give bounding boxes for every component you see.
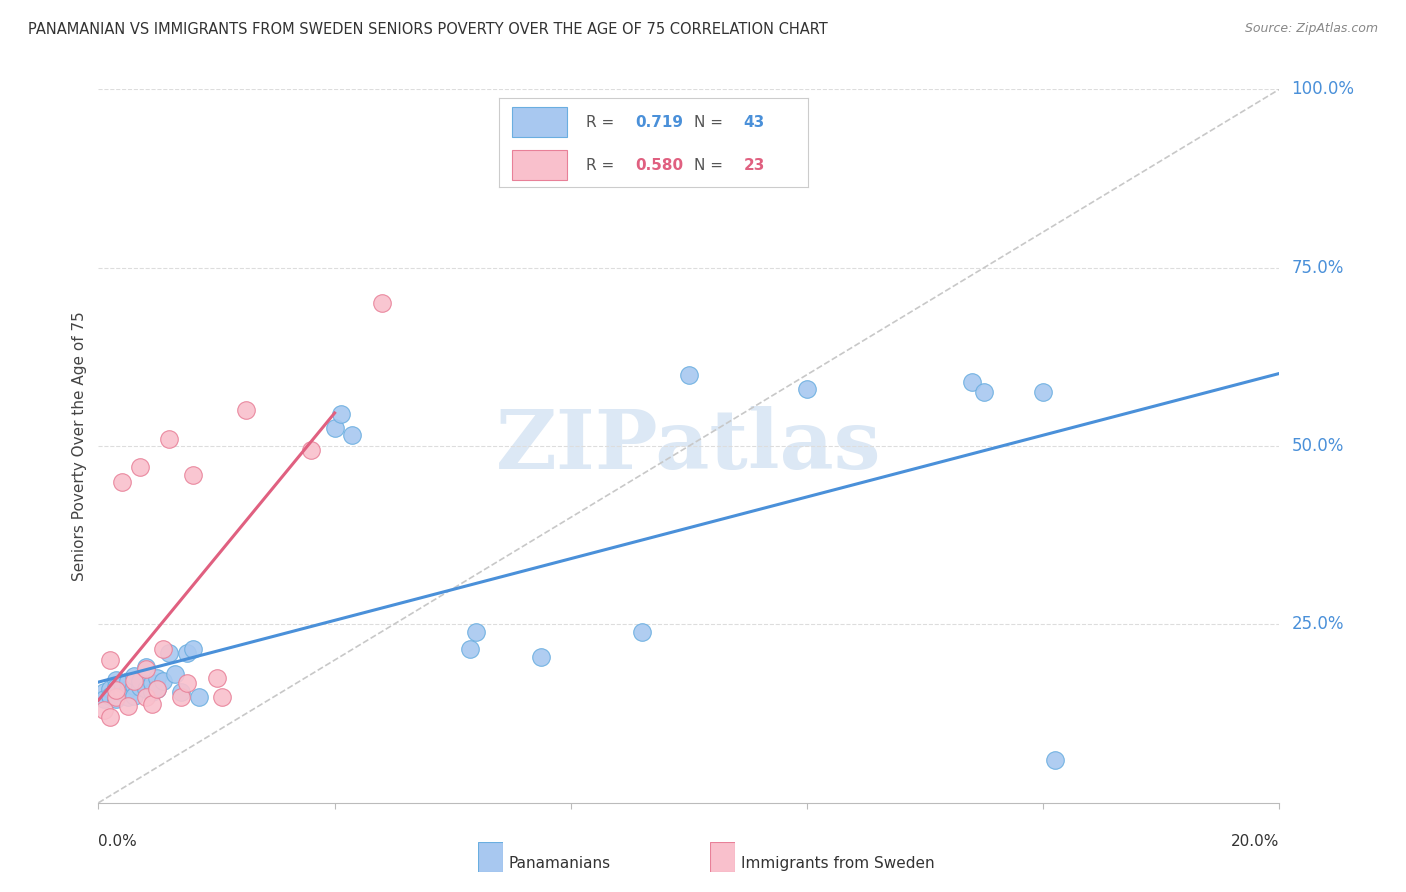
FancyBboxPatch shape — [512, 107, 567, 137]
Point — [323, 421, 346, 435]
Point — [117, 690, 139, 705]
Point — [165, 667, 187, 681]
Point — [460, 642, 482, 657]
Text: R =: R = — [586, 115, 619, 129]
Text: 0.580: 0.580 — [636, 158, 683, 172]
Text: R =: R = — [586, 158, 619, 172]
Text: 25.0%: 25.0% — [1291, 615, 1344, 633]
Point — [530, 649, 553, 664]
Point — [170, 690, 193, 705]
Point — [98, 681, 121, 696]
FancyBboxPatch shape — [512, 150, 567, 180]
Point — [117, 681, 139, 696]
Point — [93, 685, 115, 699]
Point — [146, 681, 169, 696]
Point — [342, 428, 364, 442]
Point — [329, 407, 352, 421]
Point — [157, 646, 180, 660]
Text: 75.0%: 75.0% — [1291, 259, 1344, 277]
Point — [98, 710, 121, 724]
Text: N =: N = — [695, 158, 728, 172]
Point — [105, 680, 128, 694]
Point — [299, 442, 322, 457]
Text: Source: ZipAtlas.com: Source: ZipAtlas.com — [1244, 22, 1378, 36]
Point — [371, 296, 394, 310]
Point — [122, 689, 145, 703]
Point — [122, 669, 145, 683]
Point — [98, 689, 121, 703]
Point — [111, 475, 134, 489]
Point — [93, 692, 115, 706]
Point — [105, 690, 128, 705]
Text: PANAMANIAN VS IMMIGRANTS FROM SWEDEN SENIORS POVERTY OVER THE AGE OF 75 CORRELAT: PANAMANIAN VS IMMIGRANTS FROM SWEDEN SEN… — [28, 22, 828, 37]
Point — [141, 676, 163, 690]
Text: Immigrants from Sweden: Immigrants from Sweden — [741, 856, 935, 871]
Text: 0.0%: 0.0% — [98, 834, 138, 849]
Text: ZIPatlas: ZIPatlas — [496, 406, 882, 486]
Point — [181, 642, 204, 657]
Point — [152, 674, 174, 689]
Point — [135, 690, 157, 705]
Point — [176, 676, 198, 690]
Point — [128, 680, 150, 694]
Point — [973, 385, 995, 400]
Text: N =: N = — [695, 115, 728, 129]
Point — [181, 467, 204, 482]
Point — [98, 653, 121, 667]
Text: 100.0%: 100.0% — [1291, 80, 1354, 98]
Point — [157, 432, 180, 446]
Text: 43: 43 — [744, 115, 765, 129]
Point — [235, 403, 257, 417]
Point — [128, 460, 150, 475]
Point — [187, 690, 209, 705]
Point — [176, 646, 198, 660]
Text: 50.0%: 50.0% — [1291, 437, 1344, 455]
Point — [135, 662, 157, 676]
Point — [796, 382, 818, 396]
Point — [170, 685, 193, 699]
Text: Panamanians: Panamanians — [509, 856, 612, 871]
Text: 20.0%: 20.0% — [1232, 834, 1279, 849]
Point — [128, 674, 150, 689]
Point — [105, 683, 128, 698]
Y-axis label: Seniors Poverty Over the Age of 75: Seniors Poverty Over the Age of 75 — [72, 311, 87, 581]
Point — [105, 692, 128, 706]
Point — [117, 674, 139, 689]
Point — [146, 671, 169, 685]
Point — [211, 690, 233, 705]
Point — [111, 676, 134, 690]
Point — [1032, 385, 1054, 400]
Point — [678, 368, 700, 382]
Point — [962, 375, 984, 389]
Point — [135, 660, 157, 674]
Point — [1043, 753, 1066, 767]
Point — [146, 681, 169, 696]
Point — [105, 673, 128, 687]
Point — [122, 680, 145, 694]
Point — [111, 685, 134, 699]
Point — [141, 685, 163, 699]
Point — [117, 699, 139, 714]
Point — [152, 642, 174, 657]
Point — [205, 671, 228, 685]
Text: 23: 23 — [744, 158, 765, 172]
Text: 0.719: 0.719 — [636, 115, 683, 129]
Point — [93, 703, 115, 717]
Point — [465, 624, 488, 639]
Point — [141, 698, 163, 712]
Point — [135, 681, 157, 696]
Point — [122, 674, 145, 689]
Point — [630, 624, 652, 639]
